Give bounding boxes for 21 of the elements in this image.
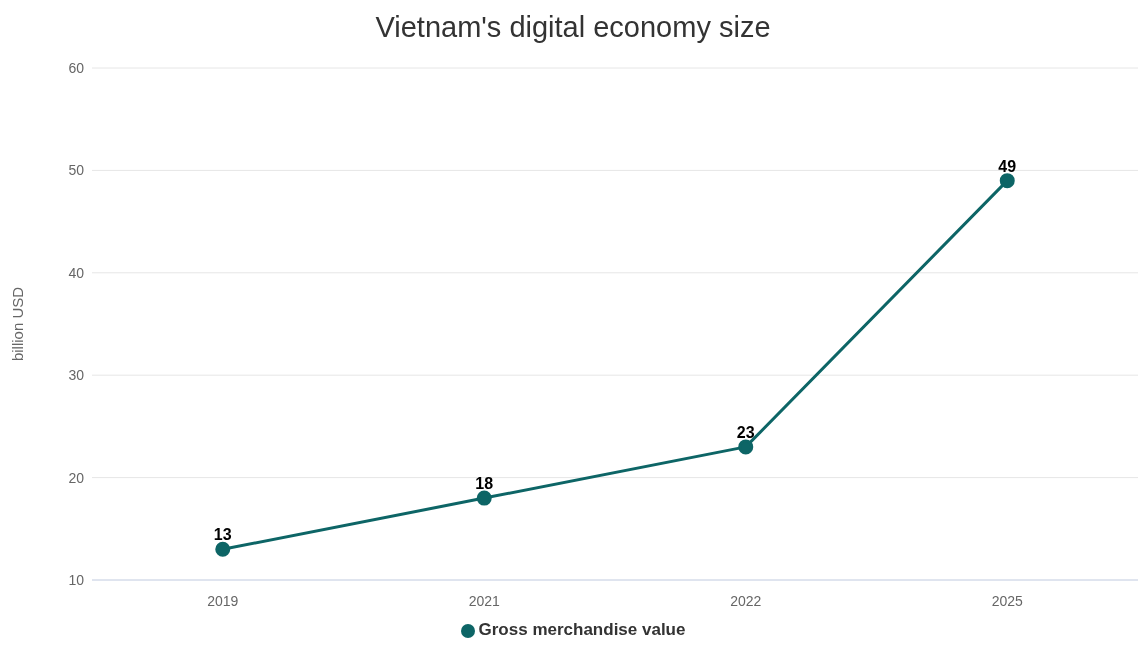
x-tick-label: 2022 [730, 592, 762, 609]
data-label: 23 [736, 423, 755, 441]
y-tick-label: 20 [68, 469, 85, 486]
x-tick-label: 2025 [991, 592, 1024, 609]
y-axis-title: billion USD [9, 286, 27, 362]
data-label: 13 [213, 526, 232, 544]
x-tick-label: 2019 [207, 592, 239, 609]
chart-title: Vietnam's digital economy size [374, 10, 772, 45]
x-tick-label: 2021 [468, 592, 501, 609]
data-label: 18 [475, 475, 494, 493]
y-tick-label: 60 [68, 59, 85, 76]
point [999, 173, 1015, 189]
y-tick-label: 50 [68, 162, 85, 179]
y-tick-label: 40 [68, 264, 85, 281]
point [476, 490, 492, 506]
y-tick-label: 30 [68, 367, 85, 384]
point [738, 439, 754, 455]
point [215, 541, 231, 557]
y-tick-label: 10 [68, 571, 85, 588]
data-label: 49 [998, 157, 1017, 175]
legend-label: Gross merchandise value [478, 620, 686, 639]
